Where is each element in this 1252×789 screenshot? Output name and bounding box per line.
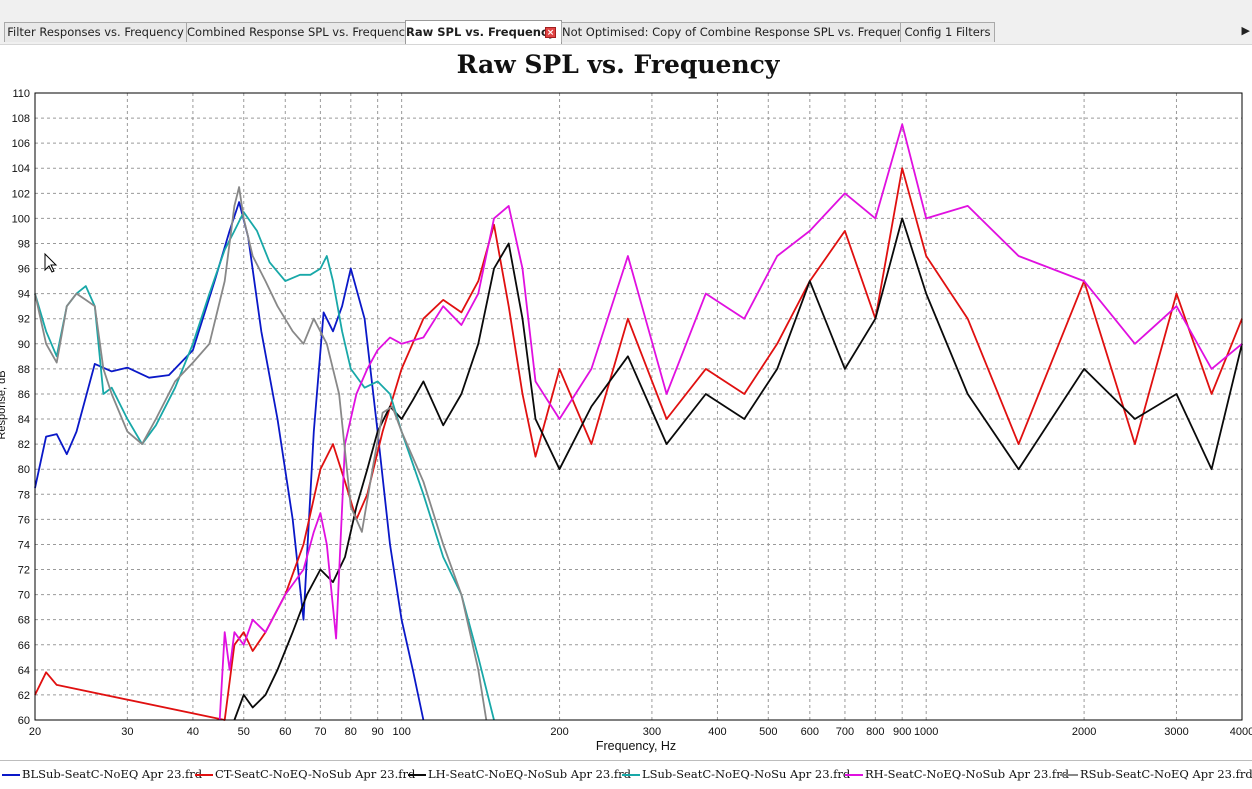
y-tick-label: 82 — [18, 439, 30, 451]
legend-swatch — [845, 774, 863, 776]
y-tick-label: 66 — [18, 640, 30, 652]
x-tick-label: 40 — [187, 726, 199, 738]
y-tick-label: 68 — [18, 615, 30, 627]
x-tick-label: 30 — [121, 726, 133, 738]
y-tick-label: 64 — [18, 665, 30, 677]
y-tick-label: 94 — [18, 289, 30, 301]
x-tick-label: 90 — [372, 726, 384, 738]
y-tick-label: 62 — [18, 690, 30, 702]
tab-bar: Filter Responses vs. Frequency Combined … — [0, 0, 1252, 45]
y-tick-label: 80 — [18, 464, 30, 476]
legend-label: LH-SeatC-NoEQ-NoSub Apr 23.frd — [428, 767, 632, 781]
x-tick-label: 3000 — [1164, 726, 1188, 738]
tab-combined-response[interactable]: Combined Response SPL vs. Frequency — [186, 22, 406, 42]
plot-border — [34, 92, 1243, 721]
x-tick-label: 4000 — [1230, 726, 1252, 738]
y-tick-label: 108 — [12, 113, 30, 125]
x-tick-label: 2000 — [1072, 726, 1096, 738]
legend-label: CT-SeatC-NoEQ-NoSub Apr 23.frd — [215, 767, 416, 781]
tab-filter-responses[interactable]: Filter Responses vs. Frequency — [4, 22, 187, 42]
x-tick-label: 900 — [893, 726, 911, 738]
legend-label: LSub-SeatC-NoEQ-NoSu Apr 23.frd — [642, 767, 851, 781]
y-tick-label: 110 — [12, 88, 30, 100]
x-tick-label: 20 — [29, 726, 41, 738]
x-tick-label: 100 — [392, 726, 410, 738]
y-tick-label: 86 — [18, 389, 30, 401]
x-tick-label: 500 — [759, 726, 777, 738]
plot-area — [35, 93, 1242, 720]
x-tick-label: 400 — [708, 726, 726, 738]
y-tick-label: 106 — [12, 138, 30, 150]
x-tick-label: 300 — [643, 726, 661, 738]
y-tick-label: 90 — [18, 339, 30, 351]
x-tick-label: 800 — [866, 726, 884, 738]
y-tick-label: 96 — [18, 264, 30, 276]
y-tick-label: 100 — [12, 213, 30, 225]
legend-swatch — [2, 774, 20, 776]
y-tick-label: 92 — [18, 314, 30, 326]
y-tick-label: 78 — [18, 489, 30, 501]
x-tick-label: 50 — [238, 726, 250, 738]
close-icon[interactable]: × — [545, 27, 556, 38]
y-tick-label: 60 — [18, 715, 30, 727]
y-tick-label: 88 — [18, 364, 30, 376]
tab-config-filters[interactable]: Config 1 Filters — [900, 22, 995, 42]
series-rsub — [34, 186, 488, 721]
legend-swatch — [195, 774, 213, 776]
legend-swatch — [408, 774, 426, 776]
y-tick-label: 72 — [18, 565, 30, 577]
tab-raw-spl-label: Raw SPL vs. Frequency — [406, 25, 556, 39]
x-tick-label: 600 — [801, 726, 819, 738]
legend-label: BLSub-SeatC-NoEQ Apr 23.frd — [22, 767, 203, 781]
y-tick-label: 70 — [18, 590, 30, 602]
y-tick-label: 74 — [18, 539, 30, 551]
y-tick-label: 76 — [18, 514, 30, 526]
chart-title: Raw SPL vs. Frequency — [456, 50, 780, 79]
x-tick-label: 80 — [345, 726, 357, 738]
legend-swatch — [622, 774, 640, 776]
y-tick-label: 84 — [18, 414, 30, 426]
y-tick-label: 102 — [12, 188, 30, 200]
y-tick-label: 104 — [12, 163, 30, 175]
x-tick-label: 200 — [550, 726, 568, 738]
x-axis-label: Frequency, Hz — [596, 739, 676, 753]
series-rh — [218, 123, 1243, 721]
series-layer — [34, 123, 1243, 721]
legend: BLSub-SeatC-NoEQ Apr 23.frd CT-SeatC-NoEQ… — [0, 760, 1252, 789]
mouse-cursor-icon — [44, 252, 58, 273]
chevron-right-icon[interactable]: ▶ — [1241, 24, 1250, 37]
legend-label: RSub-SeatC-NoEQ Apr 23.frd — [1080, 767, 1252, 781]
series-lh — [233, 217, 1243, 721]
y-axis-label: Response, dB — [0, 370, 8, 439]
tab-not-optimised[interactable]: Not Optimised: Copy of Combine Response … — [561, 22, 901, 42]
tab-raw-spl[interactable]: Raw SPL vs. Frequency × — [405, 20, 562, 44]
x-tick-label: 60 — [279, 726, 291, 738]
y-tick-label: 98 — [18, 238, 30, 250]
x-tick-label: 70 — [314, 726, 326, 738]
series-blsub — [34, 201, 425, 721]
x-tick-label: 700 — [836, 726, 854, 738]
legend-swatch — [1060, 774, 1078, 776]
grid — [34, 92, 1243, 721]
tick-labels: 20 30 40 50 60 70 80 90 100 200 300 400 500 600 700 800… — [12, 88, 1252, 738]
x-tick-label: 1000 — [914, 726, 938, 738]
legend-label: RH-SeatC-NoEQ-NoSub Apr 23.frd — [865, 767, 1070, 781]
